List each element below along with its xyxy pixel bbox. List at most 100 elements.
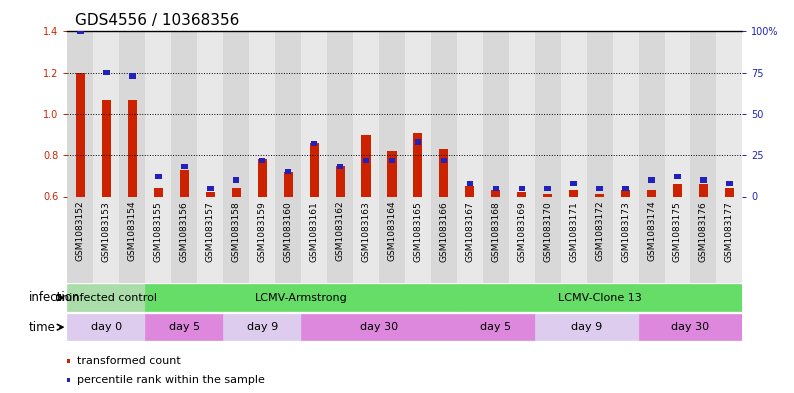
FancyBboxPatch shape (145, 314, 223, 340)
Bar (67, 378, 70, 382)
Bar (691, 31, 716, 196)
Bar (310, 143, 318, 196)
Bar (327, 31, 353, 196)
Bar (509, 31, 534, 196)
Text: GSM1083163: GSM1083163 (361, 201, 371, 262)
Bar (491, 190, 500, 196)
Text: day 30: day 30 (672, 322, 710, 332)
Text: day 9: day 9 (571, 322, 603, 332)
Bar (674, 174, 680, 179)
Bar (457, 31, 483, 196)
Bar (673, 184, 682, 196)
Text: GSM1083165: GSM1083165 (414, 201, 422, 262)
Bar (647, 190, 656, 196)
FancyBboxPatch shape (67, 314, 145, 340)
Bar (67, 359, 70, 363)
Bar (128, 99, 137, 196)
Bar (283, 172, 293, 196)
Text: GSM1083153: GSM1083153 (102, 201, 111, 262)
Text: day 30: day 30 (360, 322, 398, 332)
Bar (337, 164, 343, 169)
Text: GSM1083159: GSM1083159 (258, 201, 267, 262)
Text: GSM1083175: GSM1083175 (673, 201, 682, 262)
Bar (257, 160, 267, 196)
FancyBboxPatch shape (145, 285, 457, 311)
FancyBboxPatch shape (638, 314, 742, 340)
Bar (405, 31, 431, 196)
Bar (431, 196, 457, 283)
Bar (94, 196, 119, 283)
Text: GSM1083155: GSM1083155 (154, 201, 163, 262)
Bar (665, 31, 691, 196)
Text: LCMV-Clone 13: LCMV-Clone 13 (557, 293, 642, 303)
Bar (155, 174, 162, 179)
Bar (310, 141, 318, 146)
Bar (154, 188, 163, 196)
Text: GDS4556 / 10368356: GDS4556 / 10368356 (75, 13, 240, 28)
Bar (259, 158, 265, 163)
Text: time: time (29, 321, 56, 334)
Bar (197, 31, 223, 196)
Text: LCMV-Armstrong: LCMV-Armstrong (255, 293, 348, 303)
Text: GSM1083168: GSM1083168 (491, 201, 500, 262)
Text: GSM1083176: GSM1083176 (699, 201, 708, 262)
Text: transformed count: transformed count (77, 356, 181, 366)
Text: GSM1083171: GSM1083171 (569, 201, 578, 262)
Bar (327, 196, 353, 283)
Bar (543, 195, 553, 196)
Bar (622, 185, 629, 191)
Bar (379, 31, 405, 196)
Bar (172, 31, 197, 196)
Bar (336, 165, 345, 196)
Bar (353, 196, 379, 283)
Bar (389, 158, 395, 163)
Text: GSM1083154: GSM1083154 (128, 201, 137, 261)
Bar (379, 196, 405, 283)
Text: GSM1083170: GSM1083170 (543, 201, 552, 262)
Bar (613, 196, 638, 283)
Bar (363, 158, 369, 163)
Bar (587, 196, 613, 283)
FancyBboxPatch shape (457, 285, 742, 311)
FancyBboxPatch shape (301, 314, 457, 340)
Bar (725, 188, 734, 196)
Bar (665, 196, 691, 283)
Bar (353, 31, 379, 196)
Bar (638, 31, 665, 196)
Bar (77, 29, 83, 34)
Bar (285, 169, 291, 174)
Bar (301, 196, 327, 283)
Bar (145, 196, 172, 283)
Bar (569, 190, 578, 196)
Text: GSM1083174: GSM1083174 (647, 201, 656, 261)
Bar (439, 149, 449, 196)
Bar (517, 192, 526, 196)
Bar (465, 186, 474, 196)
Text: GSM1083172: GSM1083172 (596, 201, 604, 261)
FancyBboxPatch shape (67, 285, 145, 311)
Bar (596, 185, 603, 191)
Bar (483, 196, 509, 283)
Bar (181, 164, 187, 169)
Text: uninfected control: uninfected control (56, 293, 157, 303)
Bar (361, 134, 371, 196)
Bar (561, 196, 587, 283)
Bar (232, 188, 241, 196)
Bar (431, 31, 457, 196)
Bar (94, 31, 119, 196)
Bar (518, 185, 525, 191)
Bar (414, 140, 421, 145)
Bar (414, 132, 422, 196)
Text: GSM1083173: GSM1083173 (621, 201, 630, 262)
Bar (249, 31, 276, 196)
Bar (102, 99, 111, 196)
Text: day 5: day 5 (169, 322, 200, 332)
FancyBboxPatch shape (534, 314, 638, 340)
Bar (700, 177, 707, 183)
Bar (699, 184, 708, 196)
FancyBboxPatch shape (223, 314, 301, 340)
Text: GSM1083166: GSM1083166 (439, 201, 449, 262)
Bar (621, 190, 630, 196)
Bar (129, 73, 136, 79)
Bar (509, 196, 534, 283)
